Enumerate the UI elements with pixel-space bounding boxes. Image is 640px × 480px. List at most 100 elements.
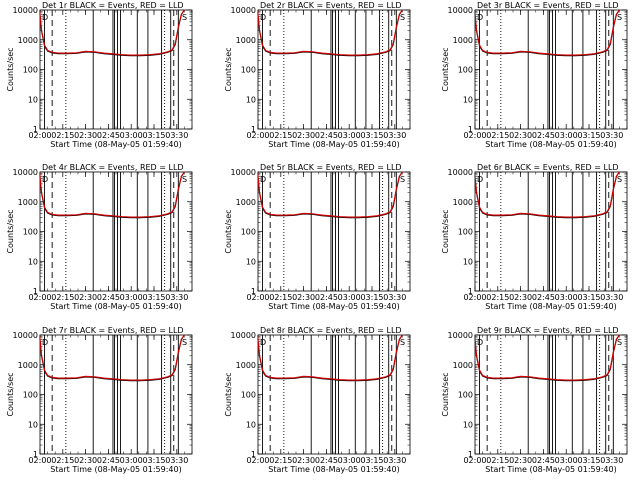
x-tick-label: 03:15 [577,456,600,465]
y-tick-label: 10000 [13,168,38,177]
y-tick-label: 1 [251,287,256,296]
x-tick-label: 02:30 [74,456,97,465]
y-tick-label: 1000 [18,198,38,207]
panel-title: Det 6r BLACK = Events, RED = LLD [477,163,619,172]
series-line-red [258,335,403,381]
panel-5: Det 5r BLACK = Events, RED = LLD 1 10 100 10… [224,163,411,311]
x-tick-label: 02:45 [532,293,555,302]
x-tick-label: 03:15 [142,131,165,140]
x-tick-label: 02:30 [292,293,315,302]
series-line-red [475,335,620,381]
y-tick-label: 10 [463,420,473,429]
y-tick-label: 1 [33,450,38,459]
x-axis-label: Start Time (08-May-05 01:59:40) [50,302,181,311]
corner-label: S [182,13,187,22]
y-tick-label: 10 [246,257,256,266]
panel-title: Det 8r BLACK = Events, RED = LLD [260,326,402,335]
y-tick-label: 100 [458,391,473,400]
panel-2: Det 2r BLACK = Events, RED = LLD 1 10 100 10… [224,1,411,149]
x-tick-label: 02:15 [486,293,509,302]
panel-title: Det 9r BLACK = Events, RED = LLD [477,326,619,335]
corner-label: D [42,338,48,347]
x-tick-label: 03:15 [577,293,600,302]
plot-frame [474,334,628,455]
x-tick-label: 02:15 [51,131,74,140]
corner-label: S [400,338,405,347]
y-tick-label: 10000 [448,331,473,340]
x-tick-label: 03:00 [555,293,578,302]
y-tick-label: 10 [246,95,256,104]
x-tick-label: 02:45 [532,456,555,465]
y-tick-label: 1 [468,125,473,134]
x-tick-label: 02:45 [532,131,555,140]
y-tick-label: 10 [463,257,473,266]
x-tick-label: 03:30 [383,456,406,465]
y-tick-label: 10000 [231,6,256,15]
x-tick-label: 02:30 [292,456,315,465]
series-group [475,335,620,382]
x-tick-label: 02:00 [28,456,51,465]
x-tick-label: 03:30 [383,131,406,140]
panel-title: Det 4r BLACK = Events, RED = LLD [42,163,184,172]
y-tick-label: 100 [241,228,256,237]
panel-1: Det 1r BLACK = Events, RED = LLD 1 10 100 10… [6,1,193,149]
x-tick-label: 03:00 [120,456,143,465]
y-tick-label: 1000 [18,36,38,45]
x-axis-label: Start Time (08-May-05 01:59:40) [50,140,181,149]
y-tick-label: 10000 [231,168,256,177]
x-axis-label: Start Time (08-May-05 01:59:40) [268,465,399,474]
x-tick-label: 02:15 [486,131,509,140]
panel-4: Det 4r BLACK = Events, RED = LLD 1 10 100 10… [6,163,193,311]
x-tick-label: 02:30 [509,131,532,140]
series-group [475,172,620,219]
marker-lines [262,335,397,454]
corner-label: S [617,338,622,347]
x-tick-label: 03:30 [165,131,188,140]
series-group [475,10,620,57]
series-group [40,172,185,219]
plot-frame [257,171,411,292]
y-tick-label: 1000 [236,198,256,207]
x-tick-label: 03:00 [555,131,578,140]
x-tick-label: 03:30 [383,293,406,302]
y-tick-label: 100 [241,66,256,75]
plot-frame [39,334,193,455]
corner-label: S [182,338,187,347]
panel-title: Det 2r BLACK = Events, RED = LLD [260,1,402,10]
x-tick-label: 02:45 [315,293,338,302]
y-tick-label: 10000 [13,6,38,15]
series-line-red [258,172,403,218]
series-line-red [40,172,185,218]
corner-label: S [182,175,187,184]
y-tick-label: 1000 [453,36,473,45]
corner-label: S [617,175,622,184]
x-tick-label: 03:00 [120,293,143,302]
x-tick-label: 03:15 [577,131,600,140]
y-tick-label: 10 [28,420,38,429]
corner-label: D [477,175,483,184]
x-tick-label: 02:00 [463,131,486,140]
y-tick-label: 10 [28,95,38,104]
x-axis-label: Start Time (08-May-05 01:59:40) [485,465,616,474]
panel-7: Det 7r BLACK = Events, RED = LLD 1 10 100 10… [6,326,193,474]
series-line-red [475,172,620,218]
y-tick-label: 10000 [231,331,256,340]
x-tick-label: 03:00 [555,456,578,465]
x-axis-label: Start Time (08-May-05 01:59:40) [485,302,616,311]
y-tick-label: 100 [241,391,256,400]
y-tick-label: 1000 [18,361,38,370]
x-tick-label: 02:15 [269,131,292,140]
x-tick-label: 03:00 [120,131,143,140]
y-tick-label: 10 [463,95,473,104]
series-line-black [475,335,620,382]
x-tick-label: 03:15 [142,293,165,302]
x-tick-label: 02:15 [269,293,292,302]
panel-title: Det 5r BLACK = Events, RED = LLD [260,163,402,172]
corner-label: D [42,175,48,184]
y-tick-label: 1000 [236,361,256,370]
x-tick-label: 02:15 [51,293,74,302]
series-line-black [40,10,185,57]
series-line-black [258,335,403,382]
panel-8: Det 8r BLACK = Events, RED = LLD 1 10 100 10… [224,326,411,474]
marker-lines [479,335,614,454]
